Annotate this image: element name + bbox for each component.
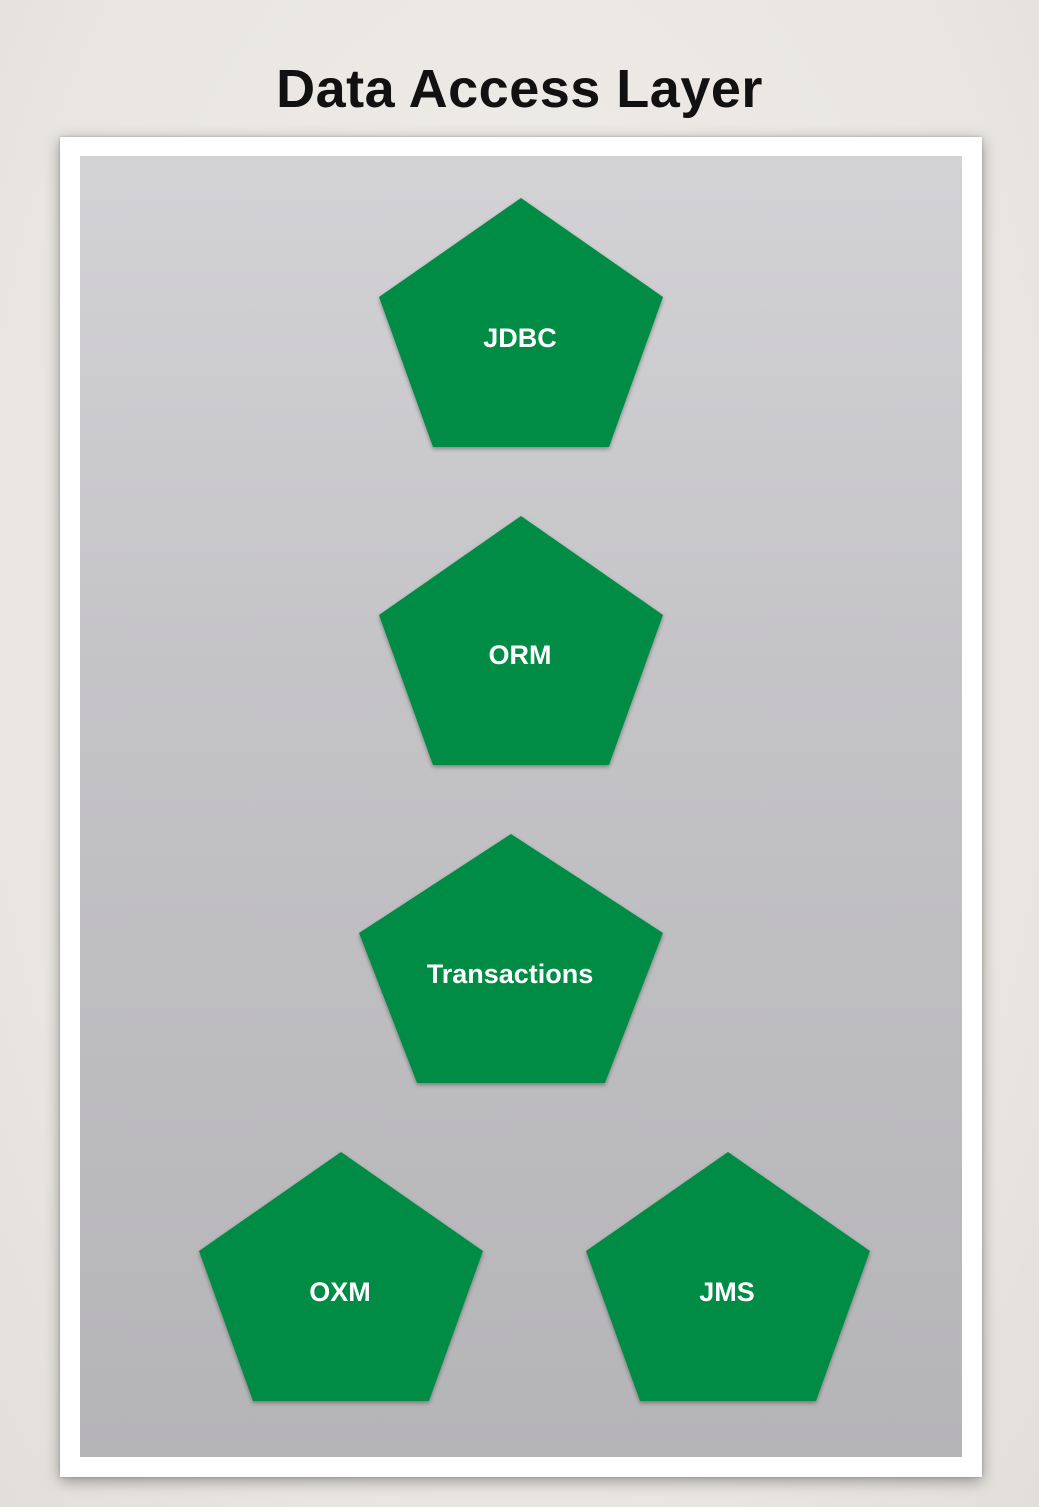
module-label-orm: ORM bbox=[489, 640, 552, 670]
pentagon-jms-shape bbox=[586, 1152, 870, 1401]
module-label-transactions: Transactions bbox=[427, 959, 594, 989]
module-jms: JMS bbox=[586, 1152, 870, 1401]
pentagon-transactions-shape bbox=[359, 834, 663, 1083]
module-label-jdbc: JDBC bbox=[483, 323, 557, 353]
module-orm: ORM bbox=[379, 516, 663, 765]
module-transactions: Transactions bbox=[359, 834, 663, 1083]
pentagon-jdbc-shape bbox=[379, 198, 663, 447]
page-title: Data Access Layer bbox=[276, 59, 763, 119]
module-jdbc: JDBC bbox=[379, 198, 663, 447]
module-label-jms: JMS bbox=[699, 1277, 755, 1307]
pentagon-oxm-shape bbox=[199, 1152, 483, 1401]
module-label-oxm: OXM bbox=[309, 1277, 371, 1307]
pentagon-orm-shape bbox=[379, 516, 663, 765]
module-oxm: OXM bbox=[199, 1152, 483, 1401]
